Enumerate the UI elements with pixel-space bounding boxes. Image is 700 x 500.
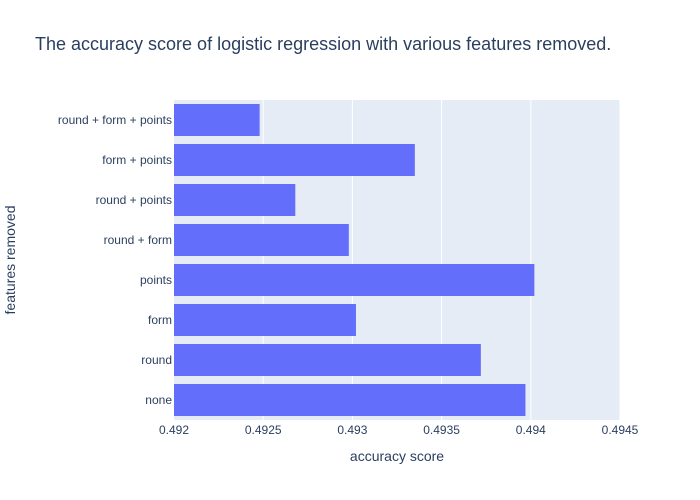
x-tick-label: 0.4935 (423, 423, 460, 437)
chart-title: The accuracy score of logistic regressio… (35, 34, 611, 54)
x-axis-title: accuracy score (350, 448, 444, 464)
x-tick-label: 0.493 (337, 423, 367, 437)
bar-points (174, 264, 535, 296)
x-axis-tick-labels: 0.492 0.4925 0.493 0.4935 0.494 0.4945 (159, 423, 639, 437)
bars (174, 104, 535, 416)
y-tick-label: form (148, 313, 172, 327)
bar-round-form-points (174, 104, 260, 136)
x-tick-label: 0.494 (516, 423, 546, 437)
x-tick-label: 0.4945 (602, 423, 639, 437)
bar-round-form (174, 224, 349, 256)
bar-round-points (174, 184, 296, 216)
x-tick-label: 0.492 (159, 423, 189, 437)
y-axis-tick-labels: none round form points round + form round + p… (58, 113, 172, 407)
bar-none (174, 384, 526, 416)
y-tick-label: none (145, 393, 172, 407)
y-tick-label: points (140, 273, 172, 287)
y-tick-label: round + form (104, 233, 172, 247)
y-tick-label: round (141, 353, 172, 367)
y-tick-label: round + form + points (58, 113, 172, 127)
bar-form (174, 304, 356, 336)
y-tick-label: form + points (102, 153, 172, 167)
y-axis-title: features removed (2, 206, 18, 315)
x-tick-label: 0.4925 (245, 423, 282, 437)
y-tick-label: round + points (96, 193, 172, 207)
bar-form-points (174, 144, 415, 176)
bar-round (174, 344, 481, 376)
